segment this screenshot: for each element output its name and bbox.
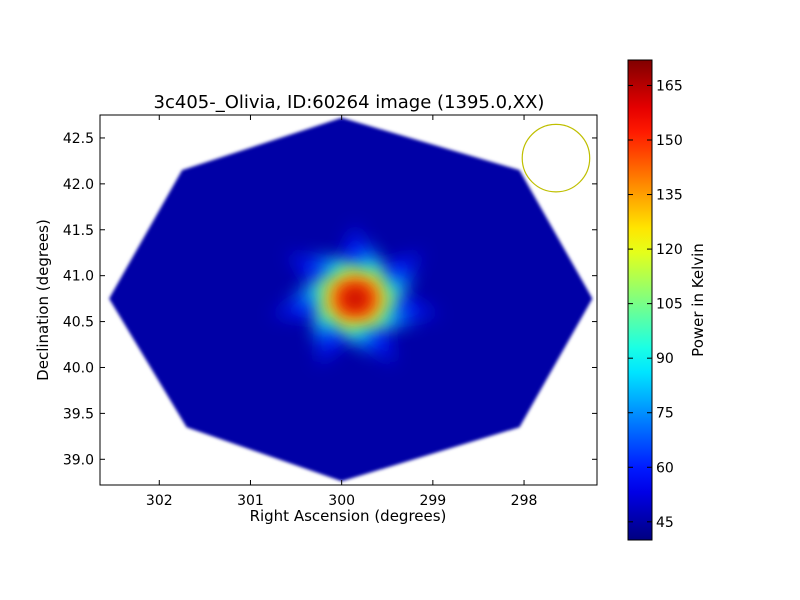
plot-area [109,117,593,482]
axes-frame [99,114,598,486]
colorbar: 45 60 75 90 105 120 135 150 165 Power in Kelvin [627,59,707,541]
colorbar-tick-label: 60 [656,460,674,476]
x-tick-label: 301 [237,493,264,509]
x-axis-label: Right Ascension (degrees) [250,507,447,525]
colorbar-gradient [628,60,652,540]
colorbar-tick-label: 45 [656,515,674,531]
colorbar-tick-label: 75 [656,406,674,422]
colorbar-tick-label: 150 [656,133,683,149]
y-tick-label: 41.0 [63,269,94,285]
x-tick-label: 299 [419,493,446,509]
colorbar-tick-label: 105 [656,297,683,313]
y-axis-ticks: 39.0 39.5 40.0 40.5 41.0 41.5 42.0 42.5 [63,131,597,468]
y-axis-label: Declination (degrees) [34,219,52,381]
y-tick-label: 42.5 [63,131,94,147]
colorbar-ticks: 45 60 75 90 105 120 135 150 165 [628,78,683,531]
beam-circle [521,123,591,193]
y-tick-label: 39.5 [63,406,94,422]
colorbar-tick-label: 120 [656,242,683,258]
y-tick-label: 41.5 [63,223,94,239]
colorbar-tick-label: 135 [656,188,683,204]
y-tick-label: 40.5 [63,315,94,331]
source-level [346,290,366,307]
x-tick-label: 302 [146,493,173,509]
colorbar-tick-label: 90 [656,351,674,367]
y-tick-label: 42.0 [63,177,94,193]
x-tick-label: 298 [511,493,538,509]
x-tick-label: 300 [328,493,355,509]
colorbar-frame [627,59,653,541]
x-axis-ticks: 302 301 300 299 298 [146,115,538,509]
chart-title: 3c405-_Olivia, ID:60264 image (1395.0,XX… [154,92,545,113]
colorbar-tick-label: 165 [656,78,683,94]
colorbar-label: Power in Kelvin [689,243,707,357]
y-tick-label: 40.0 [63,360,94,376]
y-tick-label: 39.0 [63,452,94,468]
heatmap-image [109,117,593,482]
